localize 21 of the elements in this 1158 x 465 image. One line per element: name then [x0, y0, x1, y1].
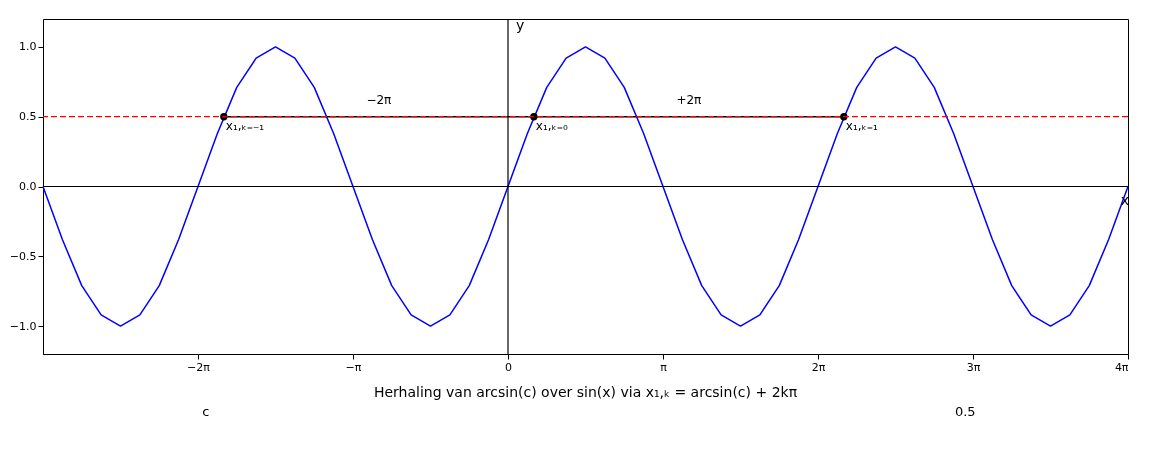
y-tick-label: 0.5: [19, 110, 37, 124]
x-tick-label: 4π: [1114, 360, 1129, 374]
annotation: x₁,ₖ₌₋₁: [225, 118, 265, 133]
text: 0.5: [954, 404, 976, 419]
y-tick-label: 0.0: [19, 180, 37, 193]
x-tick-label: −2π: [187, 360, 211, 374]
text: Herhaling van arcsin(c) over sin(x) via x₁,ₖ = arcsin(c) + 2kπ: [373, 384, 798, 400]
annotation: x₁,ₖ₌₁: [845, 118, 878, 133]
annotation: +2π: [676, 92, 702, 107]
annotation: −2π: [366, 92, 392, 107]
x-tick-label: 3π: [966, 360, 981, 374]
y-axis-title: y: [516, 17, 525, 33]
y-tick-label: 1.0: [19, 40, 37, 54]
x-tick-label: 2π: [811, 360, 826, 374]
y-tick-label: −1.0: [9, 319, 37, 333]
x-tick-label: 0: [505, 360, 512, 374]
x-tick-label: −π: [345, 360, 362, 374]
text: c: [202, 404, 210, 419]
annotation: x₁,ₖ₌₀: [535, 118, 568, 133]
x-tick-label: π: [660, 360, 668, 374]
y-tick-label: −0.5: [9, 249, 37, 263]
